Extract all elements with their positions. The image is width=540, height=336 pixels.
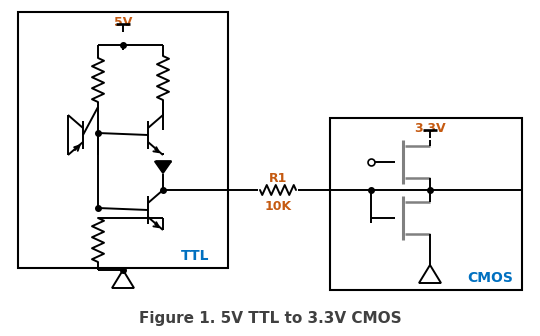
Text: 5V: 5V <box>114 16 132 29</box>
Text: TTL: TTL <box>181 249 210 263</box>
Bar <box>18 12 228 268</box>
Bar <box>330 118 522 290</box>
Text: R1: R1 <box>269 171 287 184</box>
Text: 3.3V: 3.3V <box>414 122 446 135</box>
Text: 10K: 10K <box>265 200 292 212</box>
Polygon shape <box>154 161 171 173</box>
Text: Figure 1. 5V TTL to 3.3V CMOS: Figure 1. 5V TTL to 3.3V CMOS <box>139 310 401 326</box>
Text: CMOS: CMOS <box>467 271 513 285</box>
